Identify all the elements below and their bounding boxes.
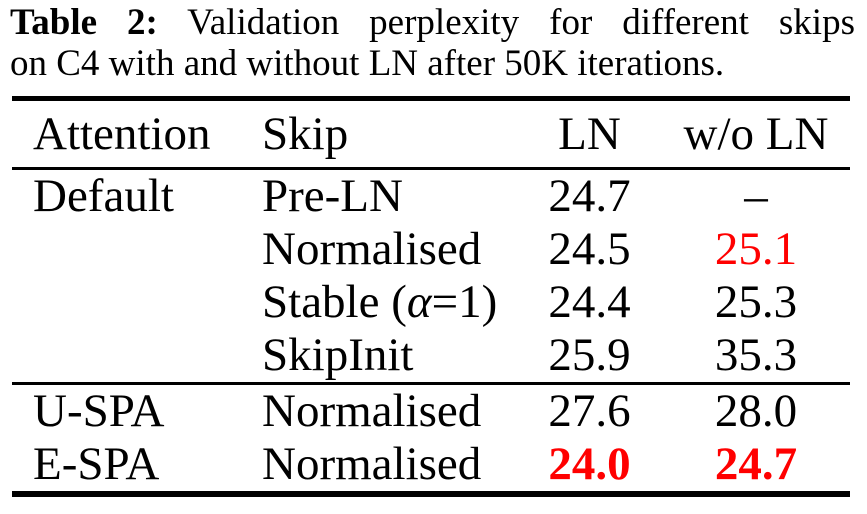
cell-attention: U-SPA: [33, 385, 165, 437]
column-header-attention: Attention: [33, 108, 211, 160]
table-row-stable: Stable (α=1) 24.4 25.3: [12, 276, 850, 329]
cell-skip: Normalised: [262, 385, 482, 437]
caption-text-line-2: on C4 with and without LN after 50K iter…: [10, 43, 725, 84]
cell-attention: [12, 276, 262, 329]
cell-ln-value: 24.7: [548, 170, 631, 222]
cell-attention: [12, 329, 262, 384]
cell-wo-ln-value: 24.7: [714, 438, 798, 490]
cell-wo-ln-value: –: [744, 170, 768, 222]
cell-skip: Normalised: [262, 438, 482, 490]
cell-attention: Default: [33, 170, 174, 222]
caption-text-line-1: Validation perplexity for different skip…: [187, 2, 855, 43]
results-table: Attention Skip LN w/o LN Default Pre-LN …: [12, 96, 850, 497]
cell-skip: SkipInit: [262, 329, 414, 381]
table-row-u-spa: U-SPA Normalised 27.6 28.0: [12, 384, 850, 439]
skip-text-post: =1): [431, 276, 498, 328]
table-row-e-spa: E-SPA Normalised 24.0 24.7: [12, 438, 850, 494]
table-section-spa: U-SPA Normalised 27.6 28.0 E-SPA Normali…: [12, 383, 850, 495]
table-row-normalised: Normalised 24.5 25.1: [12, 223, 850, 276]
cell-wo-ln-value: 35.3: [714, 329, 798, 381]
caption-line-1: Table 2: Validation perplexity for diffe…: [10, 2, 855, 43]
cell-ln-value: 25.9: [548, 329, 631, 381]
table-header: Attention Skip LN w/o LN: [12, 99, 850, 169]
cell-ln-value: 27.6: [548, 385, 631, 437]
cell-wo-ln-value: 28.0: [714, 385, 798, 437]
caption-label: Table 2:: [10, 2, 158, 43]
skip-text-pre: Stable (: [262, 276, 407, 328]
cell-wo-ln-value: 25.3: [714, 276, 798, 328]
alpha-symbol: α: [406, 276, 432, 328]
cell-skip: Normalised: [262, 223, 482, 275]
column-header-skip: Skip: [262, 108, 349, 160]
cell-ln-value: 24.4: [548, 276, 631, 328]
cell-attention: [12, 223, 262, 276]
cell-wo-ln-value: 25.1: [714, 223, 798, 275]
cell-skip: Stable (α=1): [262, 276, 517, 329]
table-caption: Table 2: Validation perplexity for diffe…: [10, 2, 855, 84]
table-row-pre-ln: Default Pre-LN 24.7 –: [12, 169, 850, 224]
column-header-wo-ln: w/o LN: [683, 108, 829, 160]
table-row-skipinit: SkipInit 25.9 35.3: [12, 329, 850, 384]
cell-ln-value: 24.5: [548, 223, 631, 275]
cell-attention: E-SPA: [33, 438, 160, 490]
table-section-default: Default Pre-LN 24.7 – Normalised 24.5 25…: [12, 169, 850, 384]
header-row: Attention Skip LN w/o LN: [12, 99, 850, 169]
cell-ln-value: 24.0: [548, 438, 631, 490]
cell-skip: Pre-LN: [262, 170, 403, 222]
column-header-ln: LN: [558, 108, 621, 160]
